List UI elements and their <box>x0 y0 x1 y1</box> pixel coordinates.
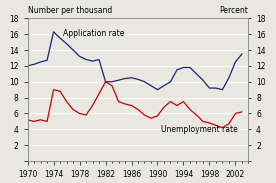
Text: Application rate: Application rate <box>63 29 125 38</box>
Text: Unemployment rate: Unemployment rate <box>161 125 237 134</box>
Text: Number per thousand: Number per thousand <box>28 6 112 15</box>
Text: Percent: Percent <box>219 6 248 15</box>
